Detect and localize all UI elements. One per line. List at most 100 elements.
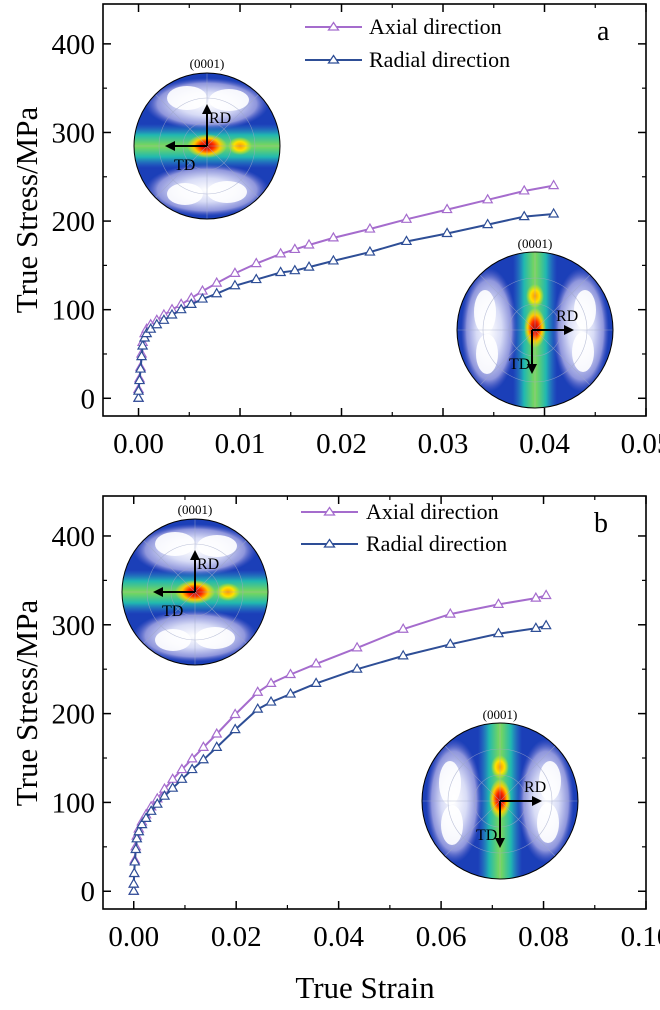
y-axis-label: True Stress/MPa bbox=[9, 107, 44, 314]
data-point bbox=[441, 203, 453, 214]
data-point bbox=[444, 607, 456, 618]
data-point bbox=[250, 257, 262, 268]
y-tick-label: 400 bbox=[52, 29, 96, 61]
data-point bbox=[397, 649, 409, 660]
data-point bbox=[492, 598, 505, 608]
data-point bbox=[265, 677, 277, 688]
rd-label: RD bbox=[524, 779, 546, 796]
x-tick-label: 0.10 bbox=[621, 921, 660, 953]
data-point bbox=[327, 254, 340, 265]
y-tick-label: 400 bbox=[52, 521, 96, 553]
legend-label: Axial direction bbox=[369, 14, 502, 39]
data-series bbox=[132, 179, 560, 402]
data-point bbox=[136, 818, 148, 829]
x-tick-label: 0.03 bbox=[418, 428, 469, 460]
legend-label: Radial direction bbox=[369, 47, 510, 72]
data-point bbox=[128, 867, 140, 878]
y-tick-label: 200 bbox=[52, 206, 96, 238]
data-point bbox=[211, 741, 223, 751]
data-point bbox=[400, 213, 413, 223]
data-point bbox=[167, 782, 179, 792]
y-tick-label: 100 bbox=[52, 295, 96, 327]
y-axis-label: True Stress/MPa bbox=[9, 600, 44, 807]
data-point bbox=[132, 384, 145, 395]
data-point bbox=[140, 812, 152, 823]
data-point bbox=[186, 763, 198, 774]
legend-label: Radial direction bbox=[366, 531, 507, 556]
data-point bbox=[151, 797, 163, 808]
pole-figure-title: (0001) bbox=[483, 707, 518, 722]
data-point bbox=[229, 708, 241, 719]
data-point bbox=[135, 350, 148, 361]
data-point bbox=[133, 825, 145, 836]
pole-figure-inset: (0001) RD TD bbox=[133, 56, 281, 220]
data-point bbox=[548, 179, 560, 190]
data-point bbox=[284, 687, 297, 698]
data-point bbox=[211, 276, 223, 287]
data-point bbox=[132, 392, 145, 402]
data-point bbox=[518, 184, 530, 195]
data-point bbox=[284, 668, 297, 679]
pole-figure-inset: (0001) RD TD bbox=[121, 502, 269, 666]
data-point bbox=[175, 303, 187, 314]
data-point bbox=[289, 243, 301, 254]
y-tick-labels: 0 100 200 300 400 bbox=[52, 521, 96, 908]
x-tick-label: 0.04 bbox=[519, 428, 570, 460]
data-point bbox=[530, 591, 542, 602]
pole-figure-title: (0001) bbox=[518, 236, 553, 251]
y-tick-label: 0 bbox=[81, 876, 96, 908]
x-tick-label: 0.05 bbox=[621, 428, 660, 460]
x-axis-label: True Strain bbox=[295, 970, 435, 1005]
data-point bbox=[229, 279, 241, 290]
data-point bbox=[530, 622, 542, 632]
legend-entry: Axial direction bbox=[301, 499, 499, 524]
data-point bbox=[229, 267, 241, 277]
data-point bbox=[136, 339, 149, 350]
data-point bbox=[133, 374, 146, 385]
data-point bbox=[289, 264, 301, 275]
rd-label: RD bbox=[197, 556, 219, 573]
data-point bbox=[250, 273, 262, 284]
data-point bbox=[197, 753, 210, 764]
x-tick-labels: 0.00 0.02 0.04 0.06 0.08 0.10 bbox=[108, 921, 660, 953]
legend-label: Axial direction bbox=[366, 499, 499, 524]
x-tick-label: 0.02 bbox=[211, 921, 262, 953]
data-point bbox=[128, 877, 140, 888]
plot-frame bbox=[102, 495, 647, 910]
legend-entry: Radial direction bbox=[305, 47, 510, 72]
data-point bbox=[441, 227, 453, 238]
x-tick-label: 0.04 bbox=[313, 921, 364, 953]
legend: Axial direction Radial direction bbox=[305, 14, 510, 72]
x-tick-label: 0.06 bbox=[416, 921, 467, 953]
data-series bbox=[128, 589, 552, 895]
series-line bbox=[137, 213, 554, 399]
legend-entry: Radial direction bbox=[301, 531, 507, 556]
data-point bbox=[176, 763, 188, 774]
data-point bbox=[540, 619, 552, 630]
data-point bbox=[134, 362, 147, 373]
data-point bbox=[482, 193, 494, 204]
data-point bbox=[166, 308, 178, 319]
data-point bbox=[252, 702, 264, 713]
panel-label: a bbox=[597, 16, 610, 47]
data-point bbox=[176, 773, 188, 783]
data-point bbox=[400, 235, 413, 246]
x-tick-labels: 0.00 0.01 0.02 0.03 0.04 0.05 bbox=[113, 428, 660, 460]
pole-figure-title: (0001) bbox=[178, 502, 213, 517]
data-point bbox=[518, 210, 530, 221]
data-point bbox=[211, 287, 223, 298]
data-point bbox=[351, 641, 363, 652]
data-point bbox=[274, 247, 287, 258]
data-point bbox=[397, 623, 409, 633]
rd-label: RD bbox=[209, 110, 231, 127]
td-label: TD bbox=[162, 603, 183, 620]
x-tick-label: 0.00 bbox=[113, 428, 164, 460]
td-label: TD bbox=[476, 827, 497, 844]
data-point bbox=[158, 314, 170, 324]
data-point bbox=[540, 589, 552, 600]
series-radial-direction bbox=[128, 619, 552, 895]
data-point bbox=[211, 727, 223, 738]
y-tick-label: 0 bbox=[81, 383, 96, 415]
panel-b: 0 100 200 300 400 0.00 0.02 0.04 0.06 0.08 0.10 T… bbox=[9, 495, 660, 1005]
